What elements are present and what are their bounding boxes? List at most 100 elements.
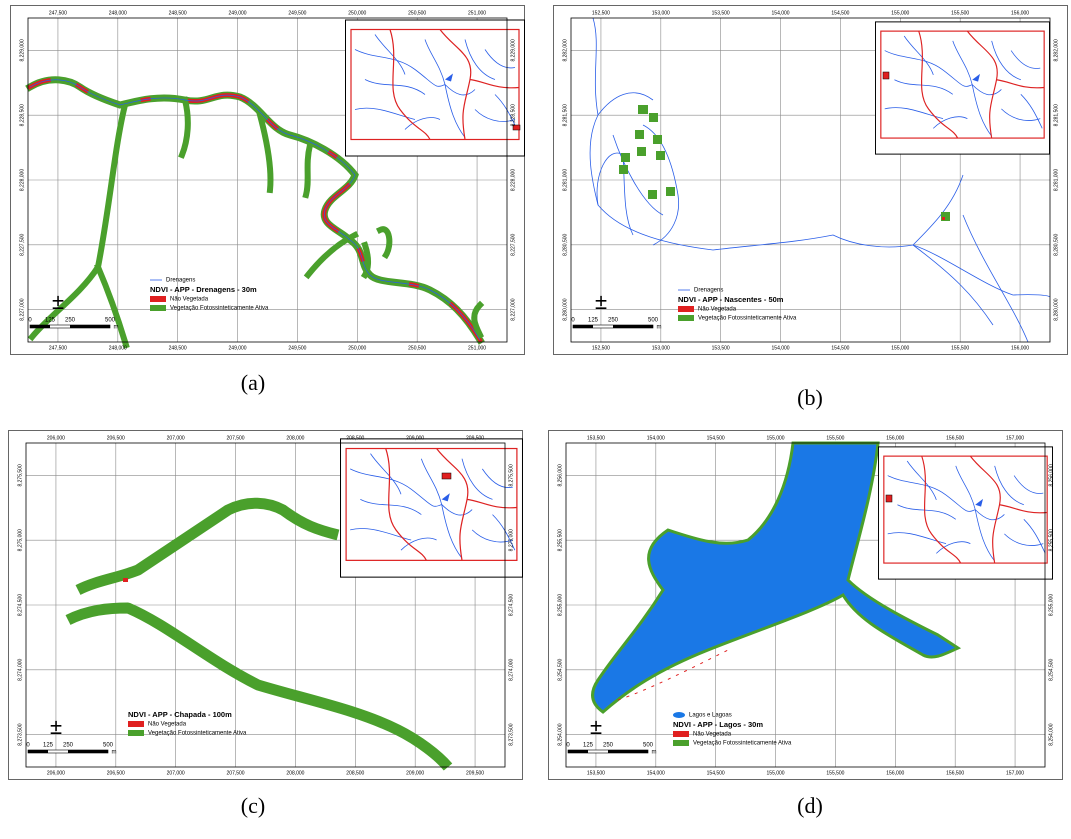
x-tick-label: 248,500 [169,10,187,16]
x-tick-label: 209,500 [466,435,484,441]
y-tick-label: 8,274,500 [508,594,514,616]
y-tick-label: 8,280,000 [1053,298,1059,320]
y-tick-label: 8,282,000 [562,39,568,61]
legend-label: Lagos e Lagoas [689,713,732,719]
y-tick-label: 8,281,000 [562,169,568,191]
x-tick-label: 206,500 [107,770,125,776]
x-tick-label: 249,500 [288,345,306,351]
x-tick-label: 157,000 [1006,435,1024,441]
y-tick-label: 8,275,000 [17,529,23,551]
scale-label: 250 [608,318,619,324]
locator-inset [878,447,1052,579]
x-tick-label: 155,500 [951,10,969,16]
y-tick-label: 8,254,000 [1048,723,1054,745]
x-tick-label: 152,500 [592,345,610,351]
y-tick-label: 8,274,000 [17,658,23,680]
y-tick-label: 8,229,000 [19,39,25,61]
y-tick-label: 8,281,500 [1053,104,1059,126]
legend-label: Vegetação Fotossinteticamente Ativa [170,306,269,312]
scale-label: m [112,750,117,756]
x-tick-label: 154,500 [707,770,725,776]
y-tick-label: 8,273,500 [508,723,514,745]
y-tick-label: 8,256,000 [1048,464,1054,486]
panel-caption: (b) [797,385,823,410]
legend-title: NDVI - APP - Chapada - 100m [128,710,232,719]
x-tick-label: 155,000 [767,770,785,776]
scale-label: m [114,325,119,331]
y-tick-label: 8,254,500 [1048,658,1054,680]
scale-label: 125 [588,318,599,324]
scale-label: 125 [583,743,594,749]
x-tick-label: 154,500 [831,345,849,351]
y-tick-label: 8,275,500 [17,464,23,486]
x-tick-label: 206,000 [47,770,65,776]
y-tick-label: 8,255,500 [1048,529,1054,551]
x-tick-label: 249,000 [229,10,247,16]
north-symbol: ± [590,714,602,739]
x-tick-label: 152,500 [592,10,610,16]
x-tick-label: 153,500 [587,435,605,441]
y-tick-label: 8,255,000 [1048,594,1054,616]
x-tick-label: 209,000 [406,770,424,776]
x-tick-label: 248,500 [169,345,187,351]
x-tick-label: 156,000 [1011,10,1029,16]
north-symbol: ± [50,714,62,739]
y-tick-label: 8,227,500 [510,233,516,255]
non-vegetated [942,217,945,220]
y-tick-label: 8,227,000 [510,298,516,320]
x-tick-label: 153,500 [712,10,730,16]
x-tick-label: 209,500 [466,770,484,776]
north-symbol: ± [595,289,607,314]
scale-bar [613,325,653,328]
scale-bar [568,750,588,753]
scale-bar [608,750,648,753]
x-tick-label: 154,500 [707,435,725,441]
legend-label: Não Vegetada [148,722,187,728]
x-tick-label: 155,500 [826,770,844,776]
x-tick-label: 155,000 [767,435,785,441]
map-panel: 247,500247,500248,000248,000248,500248,5… [11,6,525,355]
y-tick-label: 8,281,500 [562,104,568,126]
scale-bar [28,750,48,753]
scale-label: m [657,325,662,331]
x-tick-label: 208,000 [286,770,304,776]
scale-bar [70,325,110,328]
figure: 247,500247,500248,000248,000248,500248,5… [0,0,1071,839]
x-tick-label: 250,000 [348,10,366,16]
map-panel: 152,500152,500153,000153,000153,500153,5… [554,6,1068,355]
legend-label: Vegetação Fotossinteticamente Ativa [698,316,797,322]
y-tick-label: 8,254,000 [557,723,563,745]
x-tick-label: 248,000 [109,10,127,16]
x-tick-label: 206,500 [107,435,125,441]
non-vegetated [123,578,128,582]
locator-marker [886,495,892,502]
legend-swatch [128,730,144,736]
x-tick-label: 208,500 [346,435,364,441]
x-tick-label: 156,500 [946,770,964,776]
north-symbol: ± [52,289,64,314]
map-panel: 206,000206,000206,500206,500207,000207,0… [9,431,523,780]
y-tick-label: 8,228,500 [19,104,25,126]
x-tick-label: 207,500 [227,435,245,441]
panel-caption: (a) [241,370,265,395]
x-tick-label: 154,000 [647,435,665,441]
y-tick-label: 8,228,500 [510,104,516,126]
y-tick-label: 8,228,000 [510,169,516,191]
legend-label: Não Vegetada [170,297,209,303]
scale-bar [68,750,108,753]
x-tick-label: 209,000 [406,435,424,441]
x-tick-label: 250,500 [408,345,426,351]
scale-bar [573,325,593,328]
scale-label: 250 [63,743,74,749]
scale-label: 500 [105,318,116,324]
legend-swatch [673,731,689,737]
x-tick-label: 155,500 [826,435,844,441]
legend-label: Não Vegetada [698,307,737,313]
x-tick-label: 153,000 [652,345,670,351]
locator-marker [883,72,889,79]
scale-label: 250 [603,743,614,749]
x-tick-label: 156,000 [1011,345,1029,351]
x-tick-label: 153,500 [712,345,730,351]
scale-label: 500 [103,743,114,749]
x-tick-label: 207,000 [167,770,185,776]
